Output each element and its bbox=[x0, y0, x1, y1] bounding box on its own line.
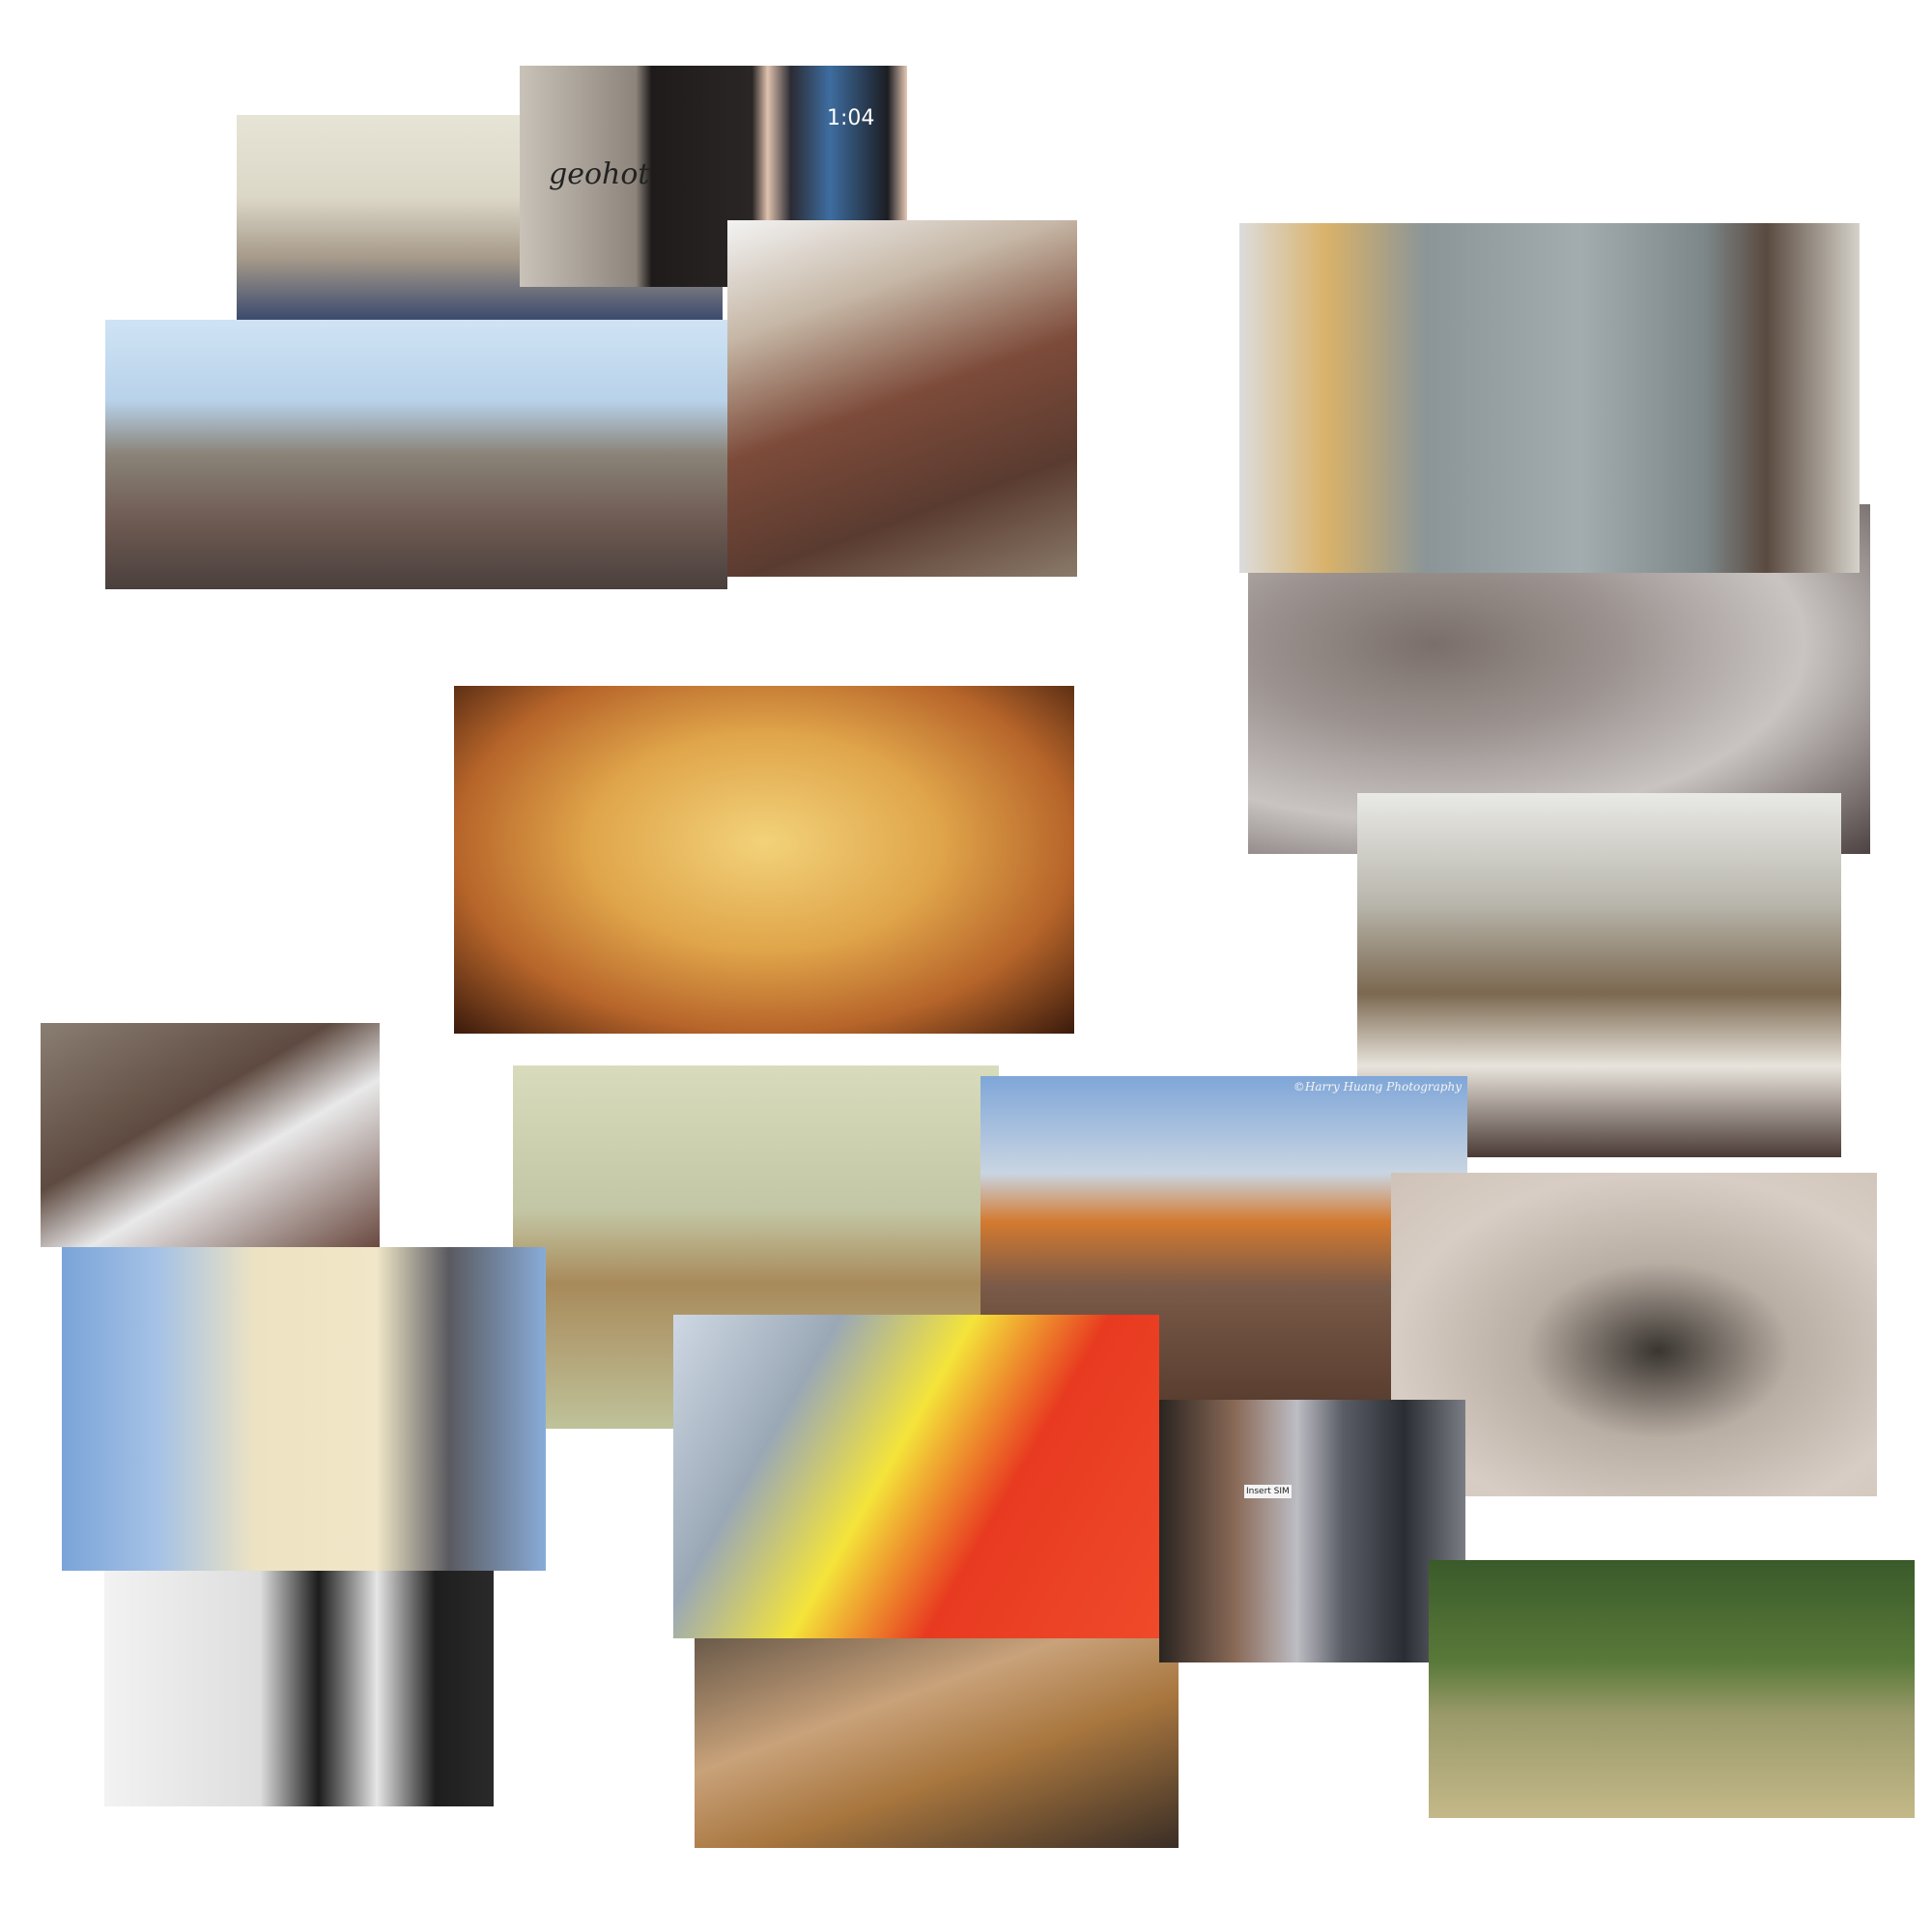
watermark-text: ©Harry Huang Photography bbox=[1293, 1080, 1462, 1094]
photo-donut-case bbox=[695, 1638, 1179, 1848]
phone-screen-text: Insert SIM bbox=[1244, 1485, 1292, 1498]
photo-fridge bbox=[1239, 223, 1860, 573]
photo-kitchen bbox=[104, 1571, 494, 1806]
photo-skateboarder bbox=[1391, 1173, 1877, 1496]
engraving-text: geohot bbox=[549, 157, 650, 191]
clock-text: 1:04 bbox=[827, 106, 875, 130]
photo-cyclists bbox=[105, 320, 727, 589]
photo-scissors bbox=[41, 1023, 380, 1247]
photo-elephant bbox=[727, 220, 1077, 577]
photo-clock-tower bbox=[62, 1247, 546, 1571]
photo-frisbee bbox=[673, 1315, 1159, 1638]
photo-cellphone: Insert SIM bbox=[1159, 1400, 1465, 1662]
photo-pizza bbox=[454, 686, 1074, 1034]
photo-zebras bbox=[1429, 1560, 1915, 1818]
